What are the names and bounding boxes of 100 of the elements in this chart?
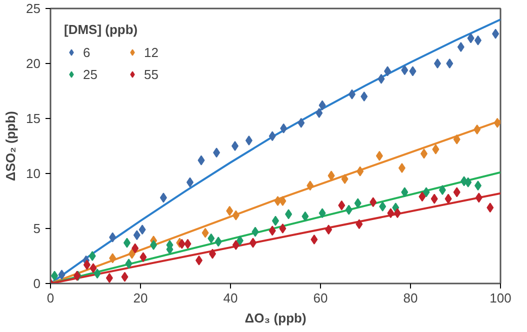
point [475,192,482,203]
point [298,118,305,128]
point [133,230,140,240]
point [453,134,460,144]
point [444,194,452,204]
point [318,208,326,218]
point [138,224,146,235]
point [398,163,406,173]
point [306,180,314,191]
point [453,187,460,198]
point [279,196,286,206]
point [430,194,438,204]
point [379,202,386,212]
point [274,196,282,206]
point [438,185,446,195]
point [394,208,401,218]
point [268,131,276,142]
point [387,208,394,218]
point [422,187,430,198]
point [125,258,132,269]
point [434,58,441,68]
point [356,166,364,176]
x-tick-label: 60 [313,290,328,306]
point [492,28,500,39]
point [486,202,494,213]
point [214,236,222,247]
point [121,272,128,282]
point [106,273,113,283]
point [376,150,383,161]
point [184,238,192,249]
point [457,42,464,52]
point [252,226,259,237]
point [198,155,205,166]
point [232,240,240,250]
point [94,268,101,279]
point [384,66,392,76]
point [140,252,147,262]
point [328,170,335,181]
point [232,210,240,220]
legend-label: 25 [83,66,98,82]
legend-label: 6 [83,44,92,60]
point [285,209,292,220]
point [354,198,362,208]
y-tick-label: 15 [26,111,41,126]
point [150,240,158,250]
point [401,187,408,198]
point [226,206,234,216]
point [58,270,66,280]
point [280,123,288,134]
legend-label: 55 [144,66,160,82]
point [464,177,472,188]
point [51,270,58,281]
point [446,58,454,68]
point [160,192,167,203]
point [418,192,426,202]
point [316,108,323,118]
point [467,33,474,44]
point [360,92,368,102]
point [279,224,286,234]
point [302,211,309,222]
point [83,260,90,270]
point [370,197,377,208]
x-axis-title: ΔO₃ (ppb) [244,310,306,326]
y-tick-label: 25 [26,1,41,16]
point [232,141,238,151]
point [109,232,116,242]
point [341,174,348,184]
x-tick-label: 80 [403,290,418,306]
point [202,228,209,238]
point [236,236,244,246]
point [268,226,276,236]
y-tick-label: 10 [26,166,41,181]
y-tick-label: 0 [33,276,41,291]
x-tick-label: 100 [490,290,512,306]
point [432,144,440,154]
x-tick-label: 0 [46,290,54,306]
legend-label: 12 [144,44,160,60]
point [401,65,408,76]
point [90,263,97,274]
y-axis-title: ΔSO₂ (ppb) [3,111,18,181]
y-tick-label: 20 [26,56,41,71]
point [325,224,332,235]
point [474,124,481,134]
point [378,74,385,84]
point [345,204,352,215]
point [409,66,416,76]
point [338,200,346,210]
point [88,251,96,261]
point [208,233,215,244]
point [213,148,220,158]
point [310,234,318,244]
point [318,100,326,110]
point [109,253,116,264]
x-tick-label: 40 [223,290,238,306]
x-tick-label: 20 [133,290,148,306]
legend-title: [DMS] (ppb) [64,22,139,37]
point [245,136,252,146]
point [356,219,363,230]
point [128,248,136,259]
y-tick-label: 5 [33,221,41,236]
